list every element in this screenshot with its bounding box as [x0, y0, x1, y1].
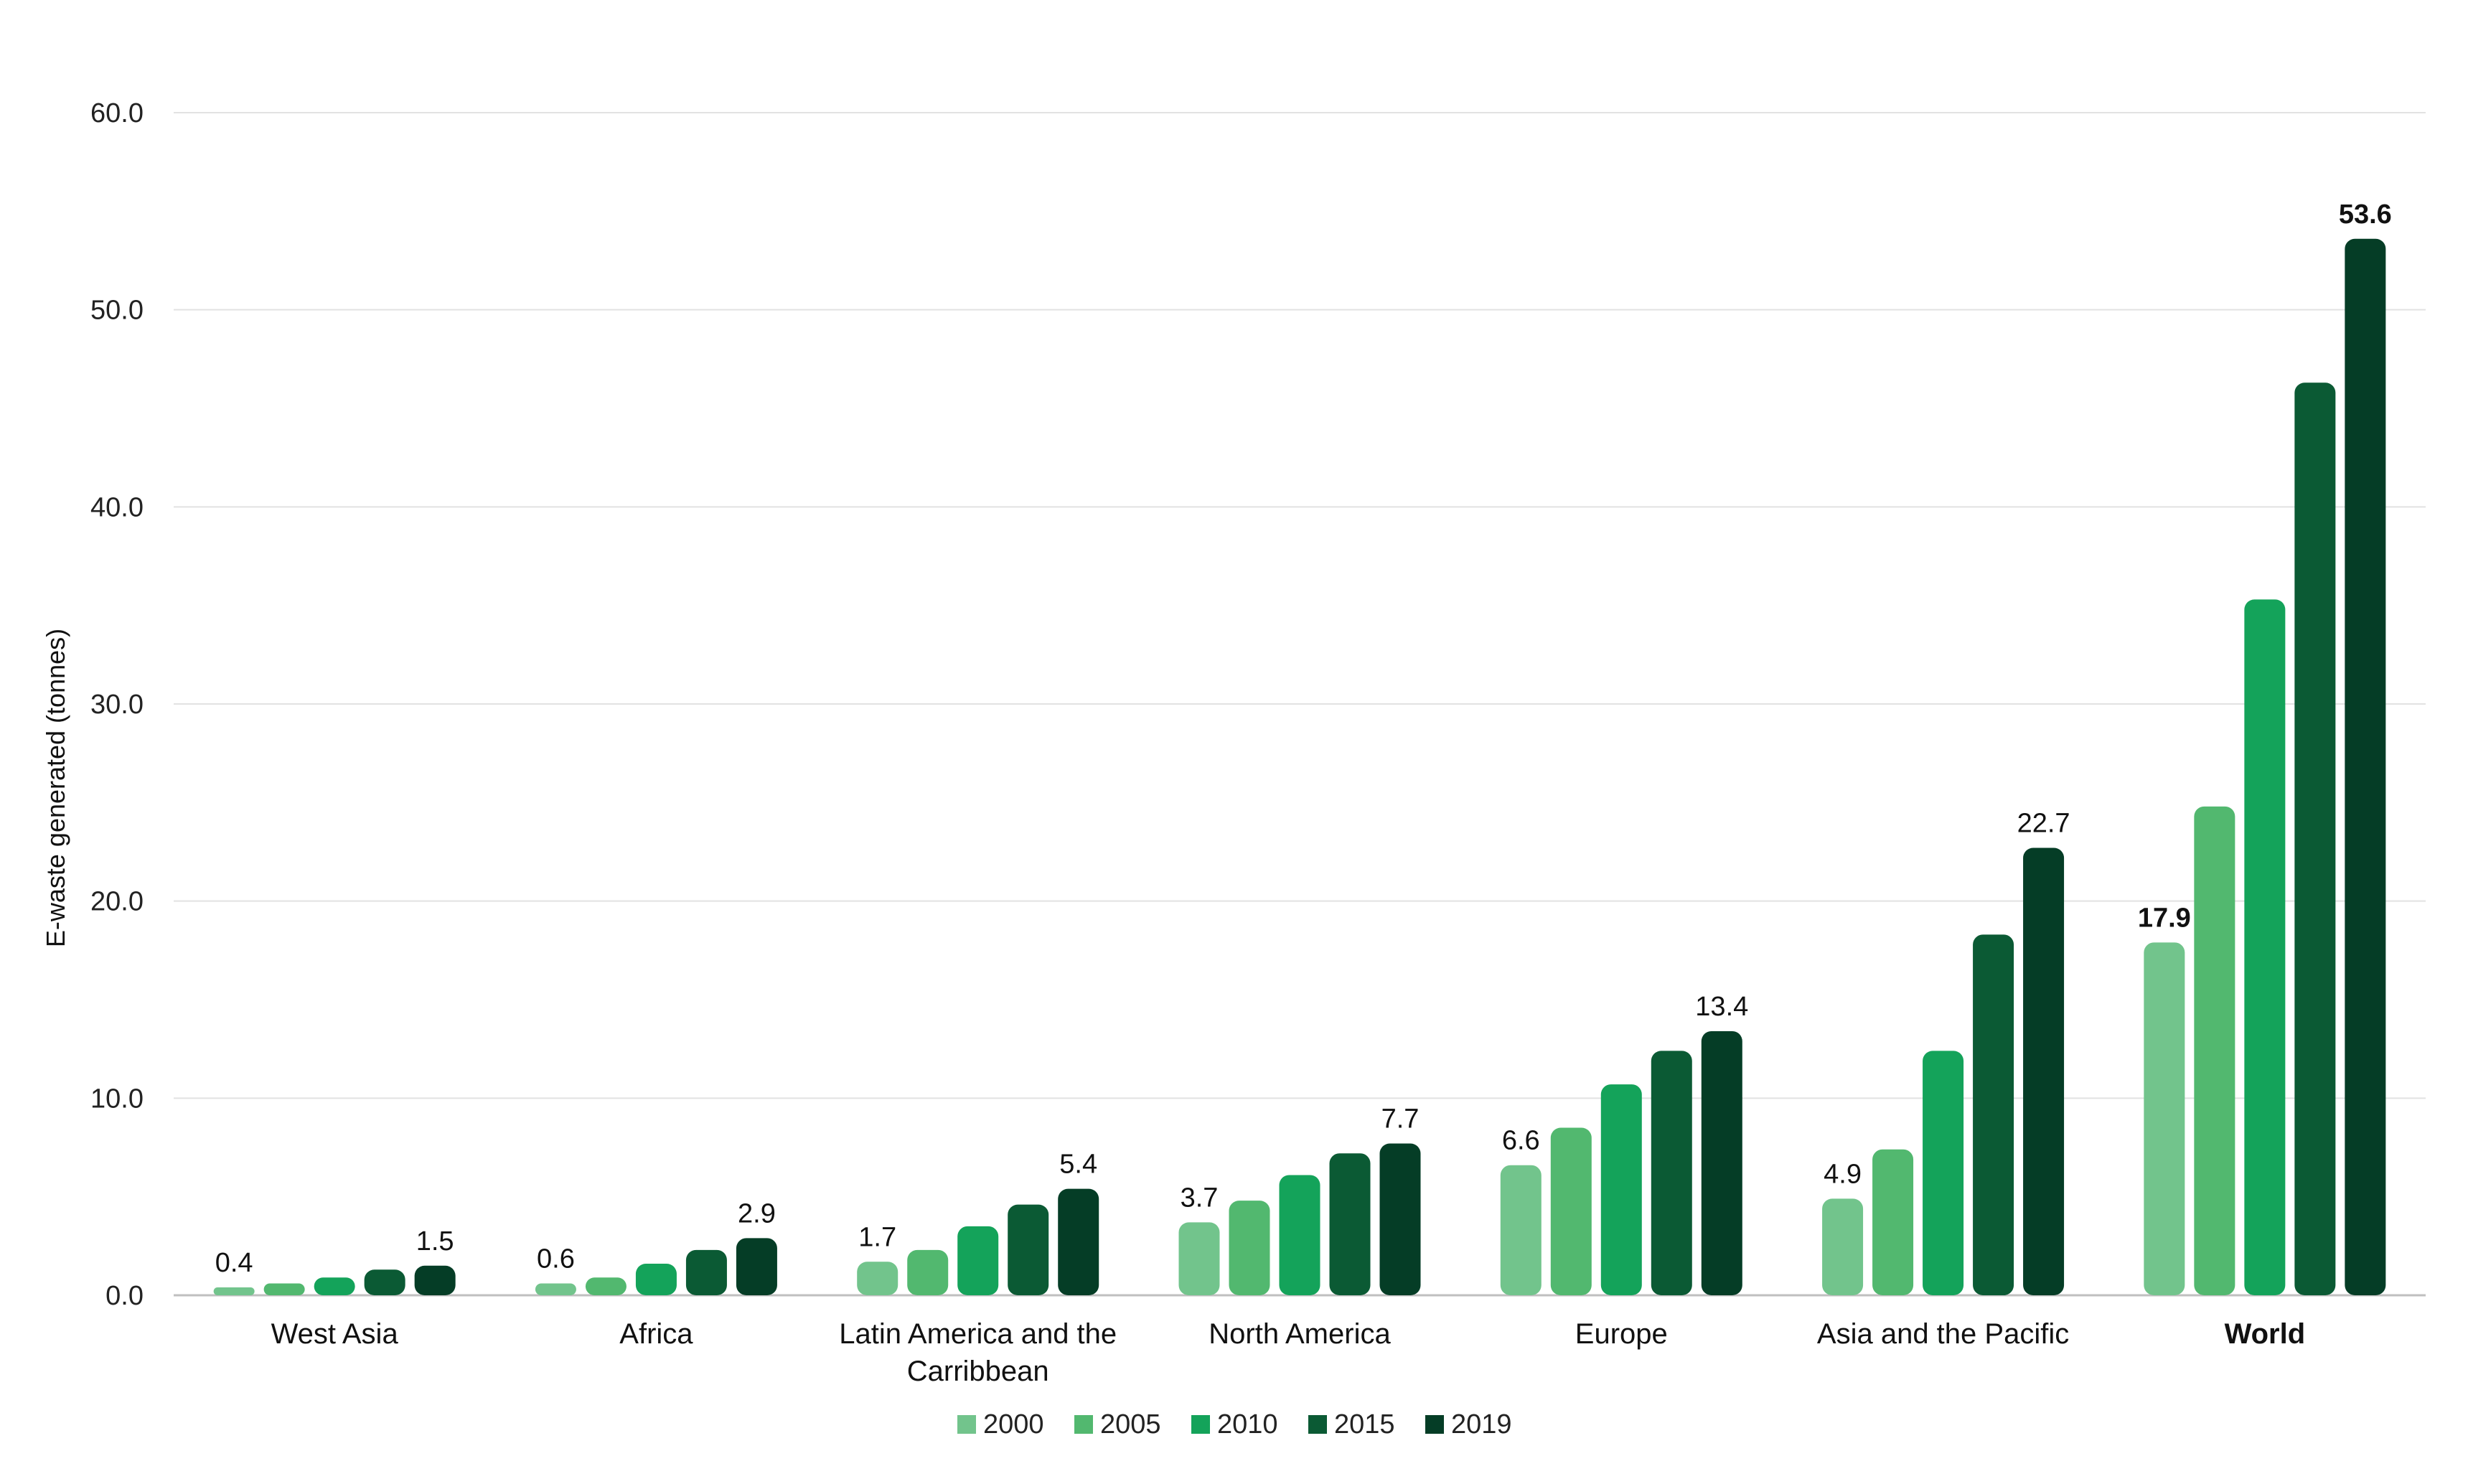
- bar-2005-6: [2194, 806, 2235, 1295]
- y-tick-label: 20.0: [90, 887, 144, 917]
- data-label: 22.7: [2017, 809, 2070, 839]
- bar-2000-0: [213, 1287, 255, 1295]
- bar-2000-2: [857, 1262, 898, 1295]
- bar-2019-2: [1058, 1188, 1099, 1295]
- y-tick-label: 10.0: [90, 1084, 144, 1114]
- bar-2015-3: [1329, 1153, 1371, 1295]
- category-label: North America: [1209, 1318, 1391, 1350]
- bar-2000-5: [1822, 1198, 1864, 1295]
- data-label: 0.4: [215, 1248, 253, 1278]
- legend-label: 2010: [1217, 1409, 1278, 1440]
- legend-item-2005: 2005: [1074, 1409, 1161, 1440]
- bar-2005-1: [585, 1277, 627, 1295]
- y-tick-label: 30.0: [90, 690, 144, 720]
- bar-2015-0: [364, 1269, 405, 1295]
- legend-label: 2019: [1451, 1409, 1512, 1440]
- bar-2000-6: [2144, 942, 2185, 1295]
- bar-2015-6: [2294, 382, 2336, 1295]
- data-label: 1.7: [858, 1222, 896, 1252]
- y-tick-label: 0.0: [105, 1281, 144, 1311]
- legend: 2000 2005 2010 2015 2019: [957, 1409, 1512, 1440]
- y-tick-label: 60.0: [90, 98, 144, 128]
- category-label: Africa: [619, 1318, 693, 1350]
- bar-2010-3: [1279, 1175, 1320, 1295]
- bar-2019-4: [1701, 1030, 1742, 1295]
- legend-swatch: [1425, 1415, 1444, 1434]
- bars: [213, 238, 2386, 1296]
- bar-2000-3: [1178, 1222, 1220, 1295]
- category-label: Asia and the Pacific: [1817, 1318, 2069, 1350]
- legend-swatch: [1074, 1415, 1093, 1434]
- bar-2010-6: [2244, 599, 2286, 1295]
- data-label: 53.6: [2339, 199, 2392, 230]
- data-label: 2.9: [738, 1198, 776, 1229]
- bar-2010-0: [314, 1277, 355, 1295]
- bar-2005-3: [1229, 1201, 1270, 1295]
- legend-item-2015: 2015: [1308, 1409, 1395, 1440]
- y-axis-title: E-waste generated (tonnes): [41, 629, 70, 947]
- bar-2005-0: [263, 1283, 305, 1295]
- data-label: 17.9: [2138, 903, 2191, 933]
- category-label: West Asia: [271, 1318, 399, 1350]
- bar-2019-1: [736, 1238, 777, 1295]
- legend-item-2010: 2010: [1191, 1409, 1278, 1440]
- data-label: 5.4: [1059, 1150, 1097, 1180]
- bar-2015-2: [1008, 1204, 1049, 1295]
- bar-2015-4: [1651, 1051, 1692, 1295]
- legend-item-2000: 2000: [957, 1409, 1044, 1440]
- gridlines: [174, 112, 2426, 1297]
- bar-2010-5: [1923, 1051, 1964, 1295]
- x-axis-categories: West Asia Africa Latin America and the Carr…: [271, 1318, 2306, 1387]
- bar-2005-2: [907, 1249, 949, 1295]
- legend-swatch: [1191, 1415, 1210, 1434]
- bar-2000-4: [1500, 1165, 1542, 1295]
- data-label: 13.4: [1695, 992, 1748, 1022]
- category-label: Latin America and the: [839, 1318, 1117, 1350]
- bar-2010-2: [957, 1226, 999, 1295]
- category-label: Carribbean: [907, 1356, 1049, 1387]
- data-label: 6.6: [1502, 1126, 1540, 1156]
- bar-2000-1: [535, 1283, 576, 1295]
- data-labels: 0.4 1.5 0.6 2.9 1.7 5.4 3.7 7.7 6.6 13.4 4.9 22.7 17…: [215, 199, 2392, 1278]
- bar-2019-3: [1379, 1143, 1421, 1295]
- bar-2010-1: [635, 1264, 677, 1295]
- bar-2015-5: [1973, 934, 2014, 1295]
- bar-2019-0: [414, 1265, 456, 1295]
- bar-2010-4: [1600, 1084, 1642, 1295]
- data-label: 4.9: [1824, 1159, 1862, 1189]
- bar-2005-5: [1872, 1149, 1914, 1295]
- data-label: 0.6: [537, 1244, 575, 1274]
- legend-swatch: [957, 1415, 976, 1434]
- category-label: World: [2225, 1318, 2306, 1350]
- y-axis-ticks: 0.0 10.0 20.0 30.0 40.0 50.0 60.0: [90, 98, 144, 1311]
- category-label: Europe: [1575, 1318, 1668, 1350]
- legend-swatch: [1308, 1415, 1327, 1434]
- data-label: 1.5: [416, 1226, 454, 1257]
- bar-2019-5: [2023, 847, 2065, 1295]
- legend-item-2019: 2019: [1425, 1409, 1512, 1440]
- bar-2019-6: [2345, 238, 2386, 1296]
- y-tick-label: 40.0: [90, 492, 144, 522]
- legend-label: 2000: [983, 1409, 1044, 1440]
- y-tick-label: 50.0: [90, 296, 144, 326]
- data-label: 3.7: [1181, 1183, 1219, 1213]
- legend-label: 2005: [1100, 1409, 1161, 1440]
- legend-label: 2015: [1334, 1409, 1395, 1440]
- bar-2005-4: [1550, 1127, 1592, 1295]
- bar-2015-1: [685, 1249, 727, 1295]
- data-label: 7.7: [1381, 1104, 1420, 1135]
